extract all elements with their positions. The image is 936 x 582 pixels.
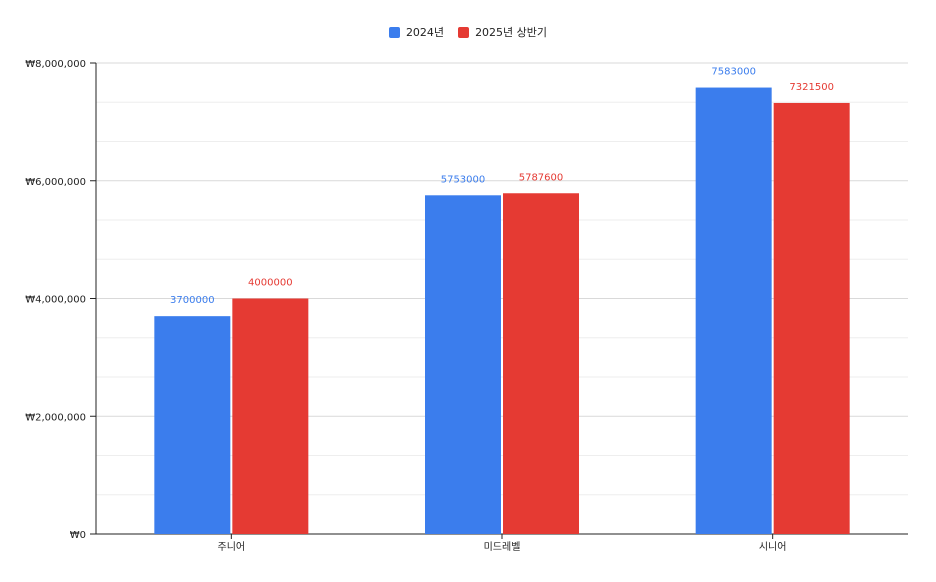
legend-label-2024: 2024년 [405, 26, 445, 39]
bar-2024 [425, 195, 501, 535]
data-label: 3700000 [170, 295, 215, 306]
y-tick-label: ₩4,000,000 [25, 295, 86, 306]
x-tick-label: 미드레벨 [484, 541, 521, 553]
y-tick-label: ₩8,000,000 [25, 59, 86, 70]
data-label: 5753000 [441, 174, 486, 185]
bar-2024 [154, 316, 231, 534]
y-tick-label: ₩0 [70, 530, 86, 541]
x-tick-label: 시니어 [759, 541, 787, 553]
legend-label-2025h1: 2025년 상반기 [475, 26, 548, 39]
legend-item-2024: 2024년 [388, 24, 445, 40]
bar-2025h1 [503, 193, 579, 534]
y-tick-label: ₩2,000,000 [25, 412, 86, 423]
data-label: 4000000 [248, 278, 293, 289]
data-label: 7321500 [789, 82, 834, 93]
legend-swatch-2024 [388, 26, 400, 38]
legend-item-2025h1: 2025년 상반기 [458, 24, 547, 40]
legend: 2024년 2025년 상반기 [0, 24, 936, 40]
data-label: 7583000 [711, 67, 756, 78]
y-tick-label: ₩6,000,000 [25, 177, 86, 188]
bar-2025h1 [232, 298, 309, 534]
x-tick-label: 주니어 [218, 541, 246, 553]
data-label: 5787600 [519, 172, 564, 183]
bar-2025h1 [773, 102, 850, 534]
bar-2024 [695, 87, 772, 534]
legend-swatch-2025h1 [458, 26, 470, 38]
